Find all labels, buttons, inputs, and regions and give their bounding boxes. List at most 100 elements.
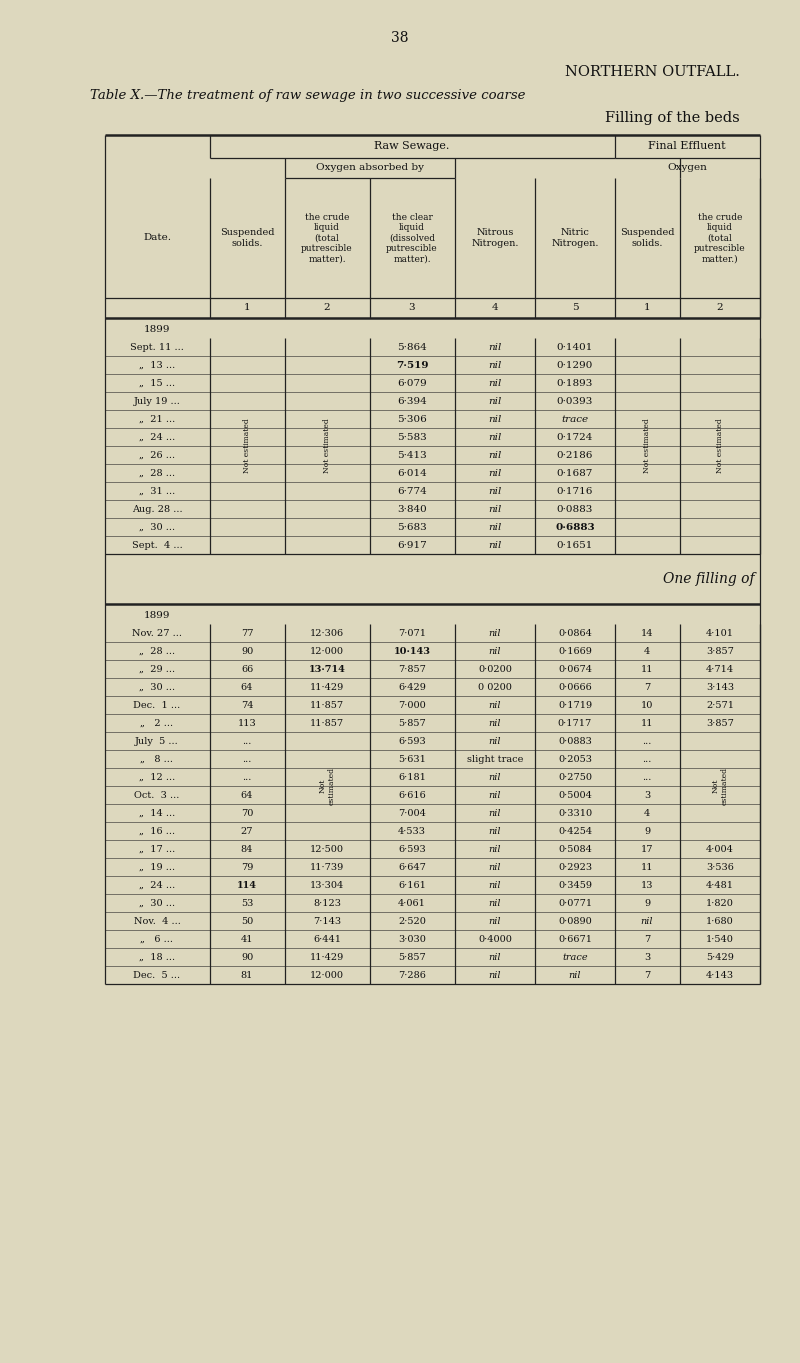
Text: 3·030: 3·030 — [398, 935, 426, 943]
Text: Not estimated: Not estimated — [716, 418, 724, 473]
Text: „  26 ...: „ 26 ... — [139, 451, 175, 459]
Text: ...: ... — [242, 773, 252, 781]
Text: 0·6883: 0·6883 — [555, 522, 595, 532]
Text: „  30 ...: „ 30 ... — [139, 683, 175, 691]
Text: 64: 64 — [241, 791, 253, 800]
Text: 7·857: 7·857 — [398, 665, 426, 673]
Text: July  5 ...: July 5 ... — [135, 736, 179, 746]
Text: 50: 50 — [241, 916, 253, 925]
Text: 2: 2 — [324, 304, 330, 312]
Text: 3·536: 3·536 — [706, 863, 734, 871]
Text: „  14 ...: „ 14 ... — [139, 808, 175, 818]
Text: ...: ... — [642, 755, 652, 763]
Text: 11·857: 11·857 — [310, 701, 344, 710]
Text: Final Effluent: Final Effluent — [648, 140, 726, 151]
Text: „  24 ...: „ 24 ... — [139, 432, 175, 442]
Text: nil: nil — [489, 791, 502, 800]
Text: „  31 ...: „ 31 ... — [139, 487, 175, 496]
Text: 70: 70 — [241, 808, 253, 818]
Text: 4·533: 4·533 — [398, 826, 426, 836]
Text: 7: 7 — [644, 683, 650, 691]
Text: 0·1651: 0·1651 — [557, 541, 593, 549]
Text: 0·2923: 0·2923 — [558, 863, 592, 871]
Text: „  21 ...: „ 21 ... — [139, 414, 175, 424]
Text: 5·857: 5·857 — [398, 953, 426, 961]
Text: 7: 7 — [644, 935, 650, 943]
Text: 9: 9 — [644, 898, 650, 908]
Text: 84: 84 — [241, 845, 253, 853]
Text: nil: nil — [489, 845, 502, 853]
Text: 1·540: 1·540 — [706, 935, 734, 943]
Text: Sept. 11 ...: Sept. 11 ... — [130, 342, 184, 352]
Text: Filling of the beds: Filling of the beds — [606, 110, 740, 125]
Text: 4·101: 4·101 — [706, 628, 734, 638]
Text: 6·181: 6·181 — [398, 773, 426, 781]
Text: Dec.  5 ...: Dec. 5 ... — [134, 970, 181, 980]
Text: „  30 ...: „ 30 ... — [139, 522, 175, 532]
Text: Suspended
solids.: Suspended solids. — [220, 228, 274, 248]
Text: 4: 4 — [644, 808, 650, 818]
Text: 6·593: 6·593 — [398, 736, 426, 746]
Text: 5·857: 5·857 — [398, 718, 426, 728]
Text: 2: 2 — [717, 304, 723, 312]
Text: 6·014: 6·014 — [397, 469, 427, 477]
Text: nil: nil — [488, 522, 502, 532]
Text: 4·061: 4·061 — [398, 898, 426, 908]
Text: 12·500: 12·500 — [310, 845, 344, 853]
Text: 5·413: 5·413 — [397, 451, 427, 459]
Text: 5·683: 5·683 — [397, 522, 427, 532]
Text: nil: nil — [489, 898, 502, 908]
Text: 0·1724: 0·1724 — [557, 432, 593, 442]
Text: 0·1716: 0·1716 — [557, 487, 593, 496]
Text: „   2 ...: „ 2 ... — [141, 718, 174, 728]
Text: nil: nil — [488, 379, 502, 387]
Text: Nitric
Nitrogen.: Nitric Nitrogen. — [551, 228, 598, 248]
Text: 3·857: 3·857 — [706, 646, 734, 656]
Text: 6·917: 6·917 — [397, 541, 427, 549]
Text: 66: 66 — [241, 665, 253, 673]
Text: 12·000: 12·000 — [310, 646, 344, 656]
Text: 0·0864: 0·0864 — [558, 628, 592, 638]
Text: Date.: Date. — [143, 233, 171, 243]
Text: 0·4000: 0·4000 — [478, 935, 512, 943]
Text: 0·0393: 0·0393 — [557, 397, 593, 406]
Text: 1·680: 1·680 — [706, 916, 734, 925]
Text: 0·1401: 0·1401 — [557, 342, 593, 352]
Text: 4·481: 4·481 — [706, 880, 734, 890]
Text: „  18 ...: „ 18 ... — [139, 953, 175, 961]
Text: 11·857: 11·857 — [310, 718, 344, 728]
Text: 0·0200: 0·0200 — [478, 665, 512, 673]
Text: 4·714: 4·714 — [706, 665, 734, 673]
Text: 0·5004: 0·5004 — [558, 791, 592, 800]
Text: Not
estimated: Not estimated — [318, 767, 336, 806]
Text: NORTHERN OUTFALL.: NORTHERN OUTFALL. — [565, 65, 740, 79]
Text: 3·143: 3·143 — [706, 683, 734, 691]
Text: nil: nil — [489, 628, 502, 638]
Text: „  28 ...: „ 28 ... — [139, 469, 175, 477]
Text: 6·647: 6·647 — [398, 863, 426, 871]
Text: 0·2186: 0·2186 — [557, 451, 593, 459]
Text: nil: nil — [489, 736, 502, 746]
Text: 5·864: 5·864 — [397, 342, 427, 352]
Text: 2·520: 2·520 — [398, 916, 426, 925]
Text: 0·0883: 0·0883 — [558, 736, 592, 746]
Text: Nov.  4 ...: Nov. 4 ... — [134, 916, 181, 925]
Text: 17: 17 — [641, 845, 654, 853]
Text: 7·519: 7·519 — [396, 360, 428, 369]
Text: 0·0890: 0·0890 — [558, 916, 592, 925]
Text: „  12 ...: „ 12 ... — [139, 773, 175, 781]
Text: Raw Sewage.: Raw Sewage. — [374, 140, 450, 151]
Text: 5·429: 5·429 — [706, 953, 734, 961]
Text: nil: nil — [488, 487, 502, 496]
Text: nil: nil — [489, 970, 502, 980]
Text: nil: nil — [489, 826, 502, 836]
Text: 1: 1 — [644, 304, 650, 312]
Text: 11·429: 11·429 — [310, 683, 344, 691]
Text: 4: 4 — [644, 646, 650, 656]
Text: 0·0771: 0·0771 — [558, 898, 592, 908]
Text: 64: 64 — [241, 683, 253, 691]
Text: „  15 ...: „ 15 ... — [139, 379, 175, 387]
Text: 6·593: 6·593 — [398, 845, 426, 853]
Text: 77: 77 — [241, 628, 254, 638]
Text: ...: ... — [242, 736, 252, 746]
